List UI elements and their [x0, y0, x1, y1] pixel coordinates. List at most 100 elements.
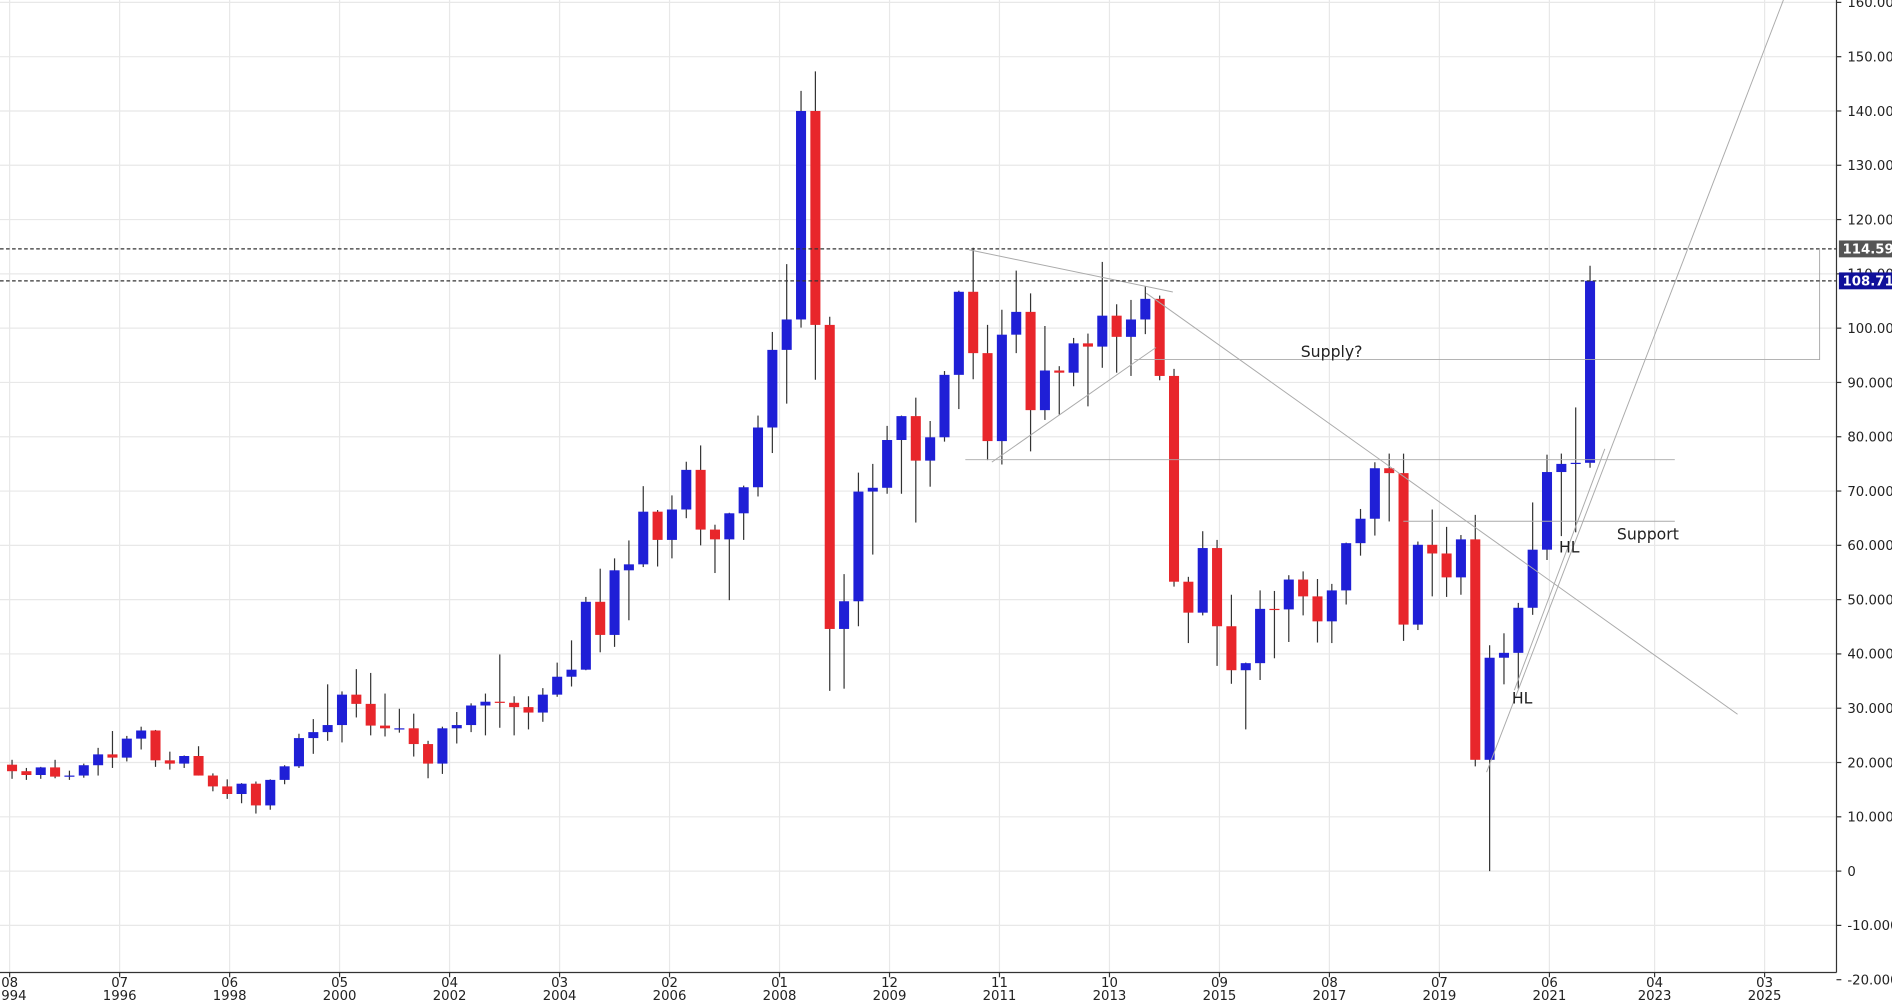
annotation: Supply?: [1301, 342, 1363, 361]
candle-body: [925, 437, 936, 461]
candle-body: [767, 349, 778, 428]
candle-body: [466, 705, 477, 726]
candle-body: [695, 469, 706, 530]
candle-body: [537, 694, 548, 713]
candle-body: [796, 110, 807, 320]
candle-body: [752, 427, 764, 488]
candle-body: [322, 725, 333, 733]
candle-body: [1255, 608, 1266, 664]
x-tick-label: 03 2004: [543, 976, 577, 1003]
candle-body: [824, 324, 835, 629]
candle-body: [279, 766, 290, 780]
candle-body: [1025, 311, 1036, 411]
candle-body: [1355, 518, 1366, 544]
x-tick-label: 07 1996: [103, 976, 137, 1003]
candle-body: [580, 601, 591, 670]
candle-body: [1527, 549, 1538, 608]
candle-body: [265, 779, 276, 806]
candle-body: [1111, 315, 1122, 337]
trend-line: [1146, 292, 1738, 715]
candle-body: [50, 767, 61, 777]
drawings: Supply? Support HL HL: [965, 0, 1821, 773]
candle-body: [523, 707, 534, 713]
x-tick-label: 01 2008: [763, 976, 797, 1003]
annotation: HL: [1559, 538, 1580, 557]
candle-body: [1140, 298, 1151, 320]
x-tick-label: 081994: [0, 976, 27, 1003]
x-tick-label: 04 2002: [433, 976, 467, 1003]
candle-body: [1441, 553, 1452, 578]
candle-body: [724, 513, 735, 540]
candle-body: [93, 754, 104, 766]
candle-body: [896, 416, 907, 441]
candle-body: [738, 487, 749, 514]
candle-body: [982, 353, 993, 442]
candle-body: [394, 728, 405, 730]
candle-body: [164, 760, 175, 764]
candle-body: [652, 511, 663, 540]
candle-body: [810, 110, 821, 325]
x-tick-label: 05 2000: [323, 976, 357, 1003]
candle-body: [1326, 590, 1337, 622]
candle-body: [150, 730, 161, 761]
candle-body: [781, 319, 792, 350]
candle-body: [1068, 343, 1079, 373]
candle-body: [1011, 311, 1022, 335]
x-tick-label: 06 2021: [1533, 976, 1567, 1003]
candle-body: [121, 738, 132, 758]
candle-body: [351, 694, 362, 704]
candle-body: [293, 738, 304, 767]
candle-body: [207, 775, 218, 787]
x-tick-label: 07 2019: [1423, 976, 1457, 1003]
candle-body: [437, 728, 448, 764]
candle-body: [480, 701, 491, 706]
candle-body: [1183, 581, 1194, 613]
candle-body: [1570, 462, 1581, 465]
trend-line: [991, 347, 1157, 463]
candle-body: [623, 564, 634, 571]
candle-body: [380, 725, 391, 729]
candle-body: [1513, 607, 1524, 653]
candle-body: [236, 783, 247, 795]
candle-body: [681, 469, 692, 510]
candle-body: [1398, 473, 1409, 625]
candle-body: [451, 725, 462, 729]
candle-body: [21, 771, 32, 776]
candle-body: [1585, 280, 1596, 463]
candle-body: [853, 491, 864, 602]
candle-body: [1369, 468, 1380, 519]
candle-body: [1169, 375, 1180, 582]
y-tick-label: 0: [1847, 865, 1855, 880]
candle-body: [882, 440, 893, 488]
candle-body: [423, 744, 434, 764]
candle-body: [1541, 472, 1553, 550]
candle-body: [136, 730, 147, 739]
candle-body: [1054, 370, 1065, 373]
candle-body: [35, 767, 46, 776]
candle-body: [595, 601, 606, 635]
candles: [7, 71, 1596, 872]
candle-body: [365, 703, 376, 726]
candle-body: [1455, 539, 1466, 578]
candle-body: [408, 728, 419, 745]
candle-body: [64, 775, 75, 777]
candle-body: [666, 509, 677, 540]
candle-body: [1125, 319, 1137, 337]
x-tick-label: 09 2015: [1203, 976, 1237, 1003]
candle-body: [509, 702, 520, 708]
